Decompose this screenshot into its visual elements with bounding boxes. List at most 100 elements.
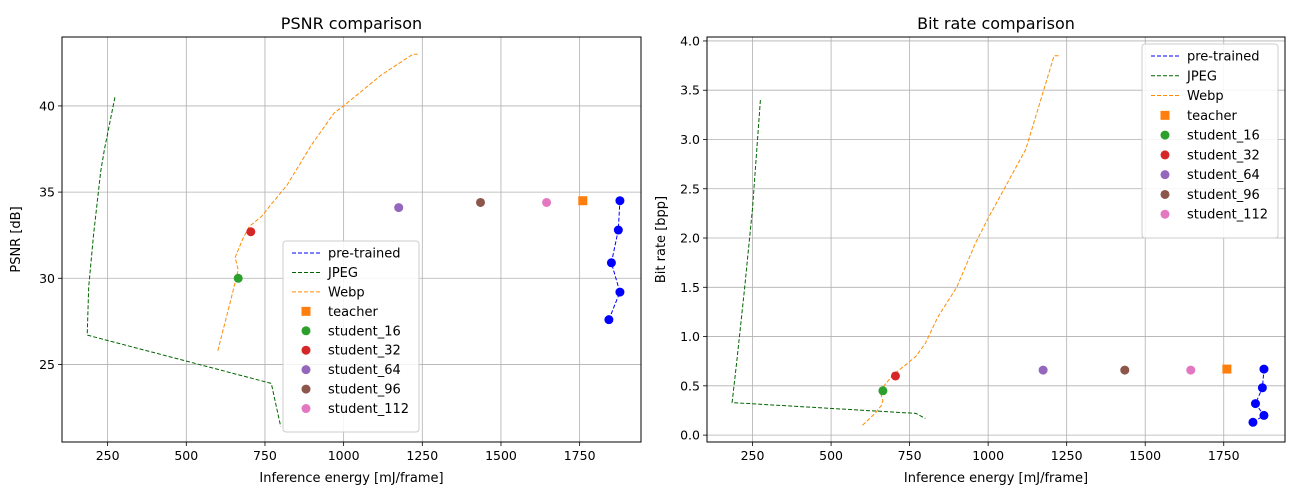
bitrate-y-tick-label: 1.5 <box>680 280 700 295</box>
bitrate-chart-title: Bit rate comparison <box>917 14 1075 33</box>
psnr-legend-box <box>282 240 420 433</box>
bitrate-x-tick-label: 1750 <box>1208 448 1240 463</box>
psnr-y-tick-label: 25 <box>39 357 55 372</box>
psnr-legend-teacher-swatch <box>301 306 311 316</box>
bitrate-legend-box <box>1141 43 1279 239</box>
psnr-legend-student-96-label: student_96 <box>328 383 401 398</box>
bitrate-student-96-point <box>1120 365 1130 375</box>
psnr-student-16-point <box>233 273 243 283</box>
bitrate-legend: pre-trained JPEG Webp teacher student_16stud… <box>1141 43 1279 239</box>
bitrate-chart: 250 500 750 1000 1250 1500 1750 0.0 0.5 1.0 1.5 2.0… <box>654 14 1286 486</box>
bitrate-legend-student-64-swatch <box>1160 170 1170 180</box>
bitrate-x-tick-label: 1500 <box>1129 448 1161 463</box>
bitrate-y-tick-label: 2.0 <box>680 231 700 246</box>
bitrate-legend-student-96-swatch <box>1160 189 1170 199</box>
psnr-teacher-point <box>578 196 588 206</box>
psnr-jpeg-line <box>86 97 282 427</box>
bitrate-axes-frame <box>706 36 1286 443</box>
bitrate-legend-student-16-swatch <box>1160 130 1170 140</box>
psnr-pre-trained-point <box>615 196 625 206</box>
psnr-x-tick-label: 1250 <box>406 448 438 463</box>
bitrate-pre-trained-point <box>1259 364 1269 374</box>
psnr-ticks: 250 500 750 1000 1250 1500 1750 25 30 35 40 <box>39 98 595 463</box>
bitrate-student-112-point <box>1186 365 1196 375</box>
bitrate-legend-teacher-swatch <box>1160 110 1170 120</box>
psnr-x-axis-label: Inference energy [mJ/frame] <box>259 471 443 486</box>
bitrate-y-tick-label: 3.0 <box>680 132 700 147</box>
psnr-legend-student-16-label: student_16 <box>328 324 401 339</box>
bitrate-student-16-point <box>878 386 888 396</box>
bitrate-legend-teacher-label: teacher <box>1187 109 1237 124</box>
bitrate-x-tick-label: 250 <box>741 448 765 463</box>
psnr-y-axis-label: PSNR [dB] <box>9 206 24 272</box>
psnr-student-112-point <box>542 197 552 207</box>
psnr-student-32-point <box>246 227 256 237</box>
psnr-legend-student-32-label: student_32 <box>328 344 401 359</box>
psnr-legend: pre-trained JPEG Webp teacher student_16stud… <box>282 240 420 433</box>
bitrate-legend-jpeg-label: JPEG <box>1186 69 1217 84</box>
psnr-legend-student-112-swatch <box>301 404 311 414</box>
psnr-legend-jpeg-label: JPEG <box>327 266 358 281</box>
psnr-x-tick-label: 250 <box>96 448 120 463</box>
psnr-legend-student-64-swatch <box>301 365 311 375</box>
psnr-pre-trained-point <box>613 225 623 235</box>
psnr-legend-student-96-swatch <box>301 384 311 394</box>
bitrate-y-tick-label: 2.5 <box>680 181 700 196</box>
bitrate-y-tick-label: 4.0 <box>680 33 700 48</box>
psnr-y-tick-label: 40 <box>39 98 55 113</box>
bitrate-x-axis-label: Inference energy [mJ/frame] <box>904 471 1088 486</box>
bitrate-student-32-point <box>890 371 900 381</box>
bitrate-x-tick-label: 1000 <box>972 448 1004 463</box>
psnr-y-tick-label: 35 <box>39 185 55 200</box>
psnr-legend-student-64-label: student_64 <box>328 363 401 378</box>
bitrate-x-tick-label: 500 <box>819 448 843 463</box>
bitrate-legend-webp-label: Webp <box>1187 89 1224 104</box>
psnr-legend-pre-trained-label: pre-trained <box>328 247 401 262</box>
psnr-legend-student-16-swatch <box>301 326 311 336</box>
bitrate-x-tick-label: 750 <box>898 448 922 463</box>
psnr-student-96-point <box>476 197 486 207</box>
psnr-x-tick-label: 1750 <box>564 448 596 463</box>
bitrate-teacher-point <box>1222 364 1232 374</box>
bitrate-pre-trained-point <box>1257 383 1267 393</box>
psnr-chart-title: PSNR comparison <box>281 14 422 33</box>
bitrate-jpeg-line <box>731 100 926 419</box>
bitrate-y-tick-label: 0.5 <box>680 378 700 393</box>
bitrate-webp-line <box>862 55 1061 426</box>
psnr-x-tick-label: 500 <box>174 448 198 463</box>
bitrate-pre-trained-point <box>1250 399 1260 409</box>
bitrate-data <box>731 55 1269 427</box>
psnr-pre-trained-point <box>606 258 616 268</box>
bitrate-y-tick-label: 1.0 <box>680 329 700 344</box>
psnr-data <box>86 53 625 427</box>
psnr-legend-teacher-label: teacher <box>328 305 378 320</box>
psnr-pre-trained-point <box>615 287 625 297</box>
bitrate-ticks: 250 500 750 1000 1250 1500 1750 0.0 0.5 1.0 1.5 2.0… <box>680 33 1240 463</box>
psnr-legend-student-112-label: student_112 <box>328 402 409 417</box>
bitrate-legend-student-112-swatch <box>1160 209 1170 219</box>
bitrate-legend-pre-trained-label: pre-trained <box>1187 50 1260 65</box>
psnr-chart: 250 500 750 1000 1250 1500 1750 25 30 35 40 PSNR c… <box>9 14 642 486</box>
bitrate-x-tick-label: 1250 <box>1051 448 1083 463</box>
bitrate-legend-student-16-label: student_16 <box>1187 129 1260 144</box>
bitrate-legend-student-96-label: student_96 <box>1187 188 1260 203</box>
psnr-legend-student-32-swatch <box>301 345 311 355</box>
psnr-y-tick-label: 30 <box>39 271 55 286</box>
bitrate-pre-trained-point <box>1248 417 1258 427</box>
psnr-legend-webp-label: Webp <box>328 285 365 300</box>
bitrate-y-tick-label: 0.0 <box>680 428 700 443</box>
bitrate-legend-student-112-label: student_112 <box>1187 208 1268 223</box>
psnr-x-tick-label: 1000 <box>328 448 360 463</box>
psnr-pre-trained-point <box>604 315 614 325</box>
bitrate-y-tick-label: 3.5 <box>680 83 700 98</box>
bitrate-y-axis-label: Bit rate [bpp] <box>654 196 669 283</box>
psnr-axes-frame <box>61 36 642 443</box>
psnr-x-tick-label: 750 <box>253 448 277 463</box>
bitrate-legend-student-32-swatch <box>1160 150 1170 160</box>
bitrate-student-64-point <box>1038 365 1048 375</box>
bitrate-pre-trained-point <box>1259 410 1269 420</box>
bitrate-legend-student-64-label: student_64 <box>1187 168 1260 183</box>
psnr-x-tick-label: 1500 <box>485 448 517 463</box>
